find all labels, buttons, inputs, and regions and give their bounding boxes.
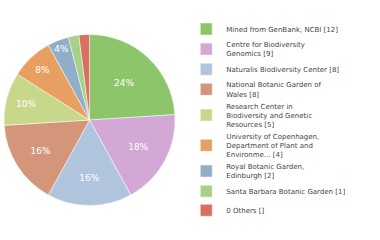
svg-text:Centre for BiodiversityGenomic: Centre for BiodiversityGenomics [9]: [226, 41, 305, 58]
svg-text:4%: 4%: [54, 44, 69, 54]
svg-text:24%: 24%: [114, 78, 134, 88]
svg-text:0 Others []: 0 Others []: [226, 207, 264, 215]
svg-text:University of Copenhagen,Depar: University of Copenhagen,Department of P…: [226, 133, 319, 159]
svg-text:16%: 16%: [31, 146, 51, 156]
svg-text:16%: 16%: [79, 173, 99, 183]
svg-text:18%: 18%: [128, 142, 148, 152]
svg-text:Naturalis Biodiversity Center: Naturalis Biodiversity Center [8]: [226, 66, 339, 74]
svg-text:Mined from GenBank, NCBI [12]: Mined from GenBank, NCBI [12]: [226, 26, 338, 34]
svg-text:10%: 10%: [16, 99, 36, 109]
svg-text:Research Center inBiodiversity: Research Center inBiodiversity and Genet…: [226, 103, 312, 129]
svg-text:8%: 8%: [35, 65, 50, 75]
svg-text:Royal Botanic Garden,Edinburgh: Royal Botanic Garden,Edinburgh [2]: [226, 163, 304, 180]
svg-text:Santa Barbara Botanic Garden [: Santa Barbara Botanic Garden [1]: [226, 188, 345, 196]
svg-text:National Botanic Garden ofWale: National Botanic Garden ofWales [8]: [226, 81, 321, 98]
